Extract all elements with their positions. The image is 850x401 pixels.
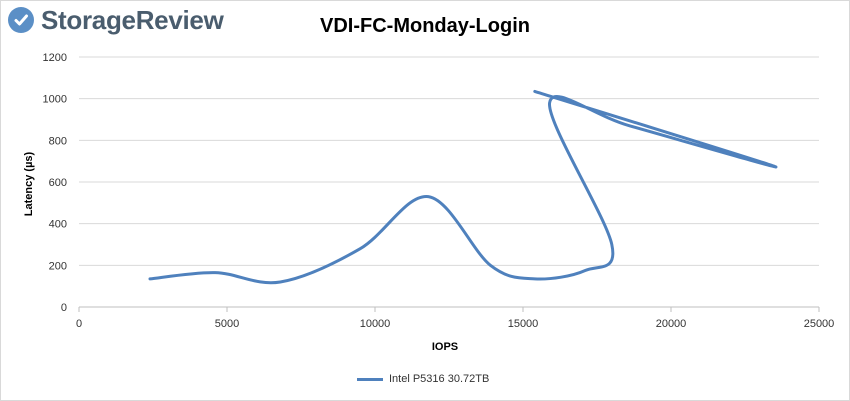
y-tick-label: 0 xyxy=(61,302,67,314)
x-tick-label: 5000 xyxy=(215,318,239,330)
x-tick-label: 25000 xyxy=(804,318,835,330)
y-tick-label: 1200 xyxy=(43,52,67,64)
storagereview-logo: StorageReview xyxy=(7,6,224,34)
legend: Intel P5316 30.72TB xyxy=(357,373,489,385)
y-tick-label: 600 xyxy=(49,177,67,189)
y-tick-label: 1000 xyxy=(43,94,67,106)
legend-label: Intel P5316 30.72TB xyxy=(389,373,490,385)
chart-title: VDI-FC-Monday-Login xyxy=(320,15,530,37)
x-axis-title: IOPS xyxy=(432,341,458,353)
x-tick-label: 10000 xyxy=(360,318,391,330)
x-tick-label: 15000 xyxy=(508,318,539,330)
y-tick-label: 200 xyxy=(49,260,67,272)
x-tick-label: 0 xyxy=(76,318,82,330)
y-tick-label: 400 xyxy=(49,219,67,231)
x-tick-label: 20000 xyxy=(656,318,687,330)
legend-swatch xyxy=(357,377,383,381)
y-axis-title: Latency (µs) xyxy=(23,151,35,216)
series-line xyxy=(148,89,778,285)
y-tick-label: 800 xyxy=(49,135,67,147)
storage-review-logo-mark-icon xyxy=(8,7,34,33)
logo-text: StorageReview xyxy=(41,5,224,35)
